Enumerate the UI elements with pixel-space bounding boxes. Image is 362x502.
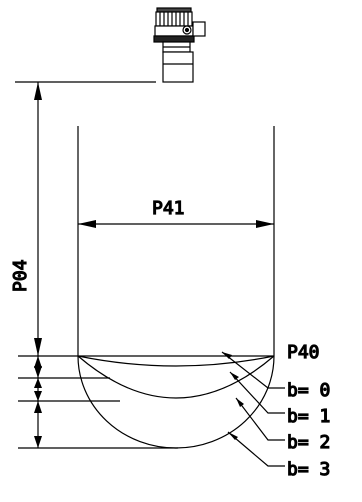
bottom-shape-label-0: b= 0 xyxy=(287,380,330,401)
bottom-shape-2 xyxy=(77,355,275,399)
distance-parameter-label: P04 xyxy=(10,259,31,292)
diameter-arrowheads xyxy=(78,220,274,228)
ultrasonic-level-sensor-icon xyxy=(153,7,206,83)
bottom-shape-label-2: b= 2 xyxy=(287,432,330,453)
bottom-shape-label-3: b= 3 xyxy=(287,459,330,480)
diameter-parameter-label: P41 xyxy=(152,198,185,219)
bottom-shape-1 xyxy=(77,355,275,367)
bottom-shape-label-1: b= 1 xyxy=(287,406,330,427)
dimension-arrowheads xyxy=(34,82,42,448)
leader-lines xyxy=(221,351,285,467)
bottom-shape-3 xyxy=(77,355,275,449)
bottom-parameter-label: P40 xyxy=(287,342,320,363)
